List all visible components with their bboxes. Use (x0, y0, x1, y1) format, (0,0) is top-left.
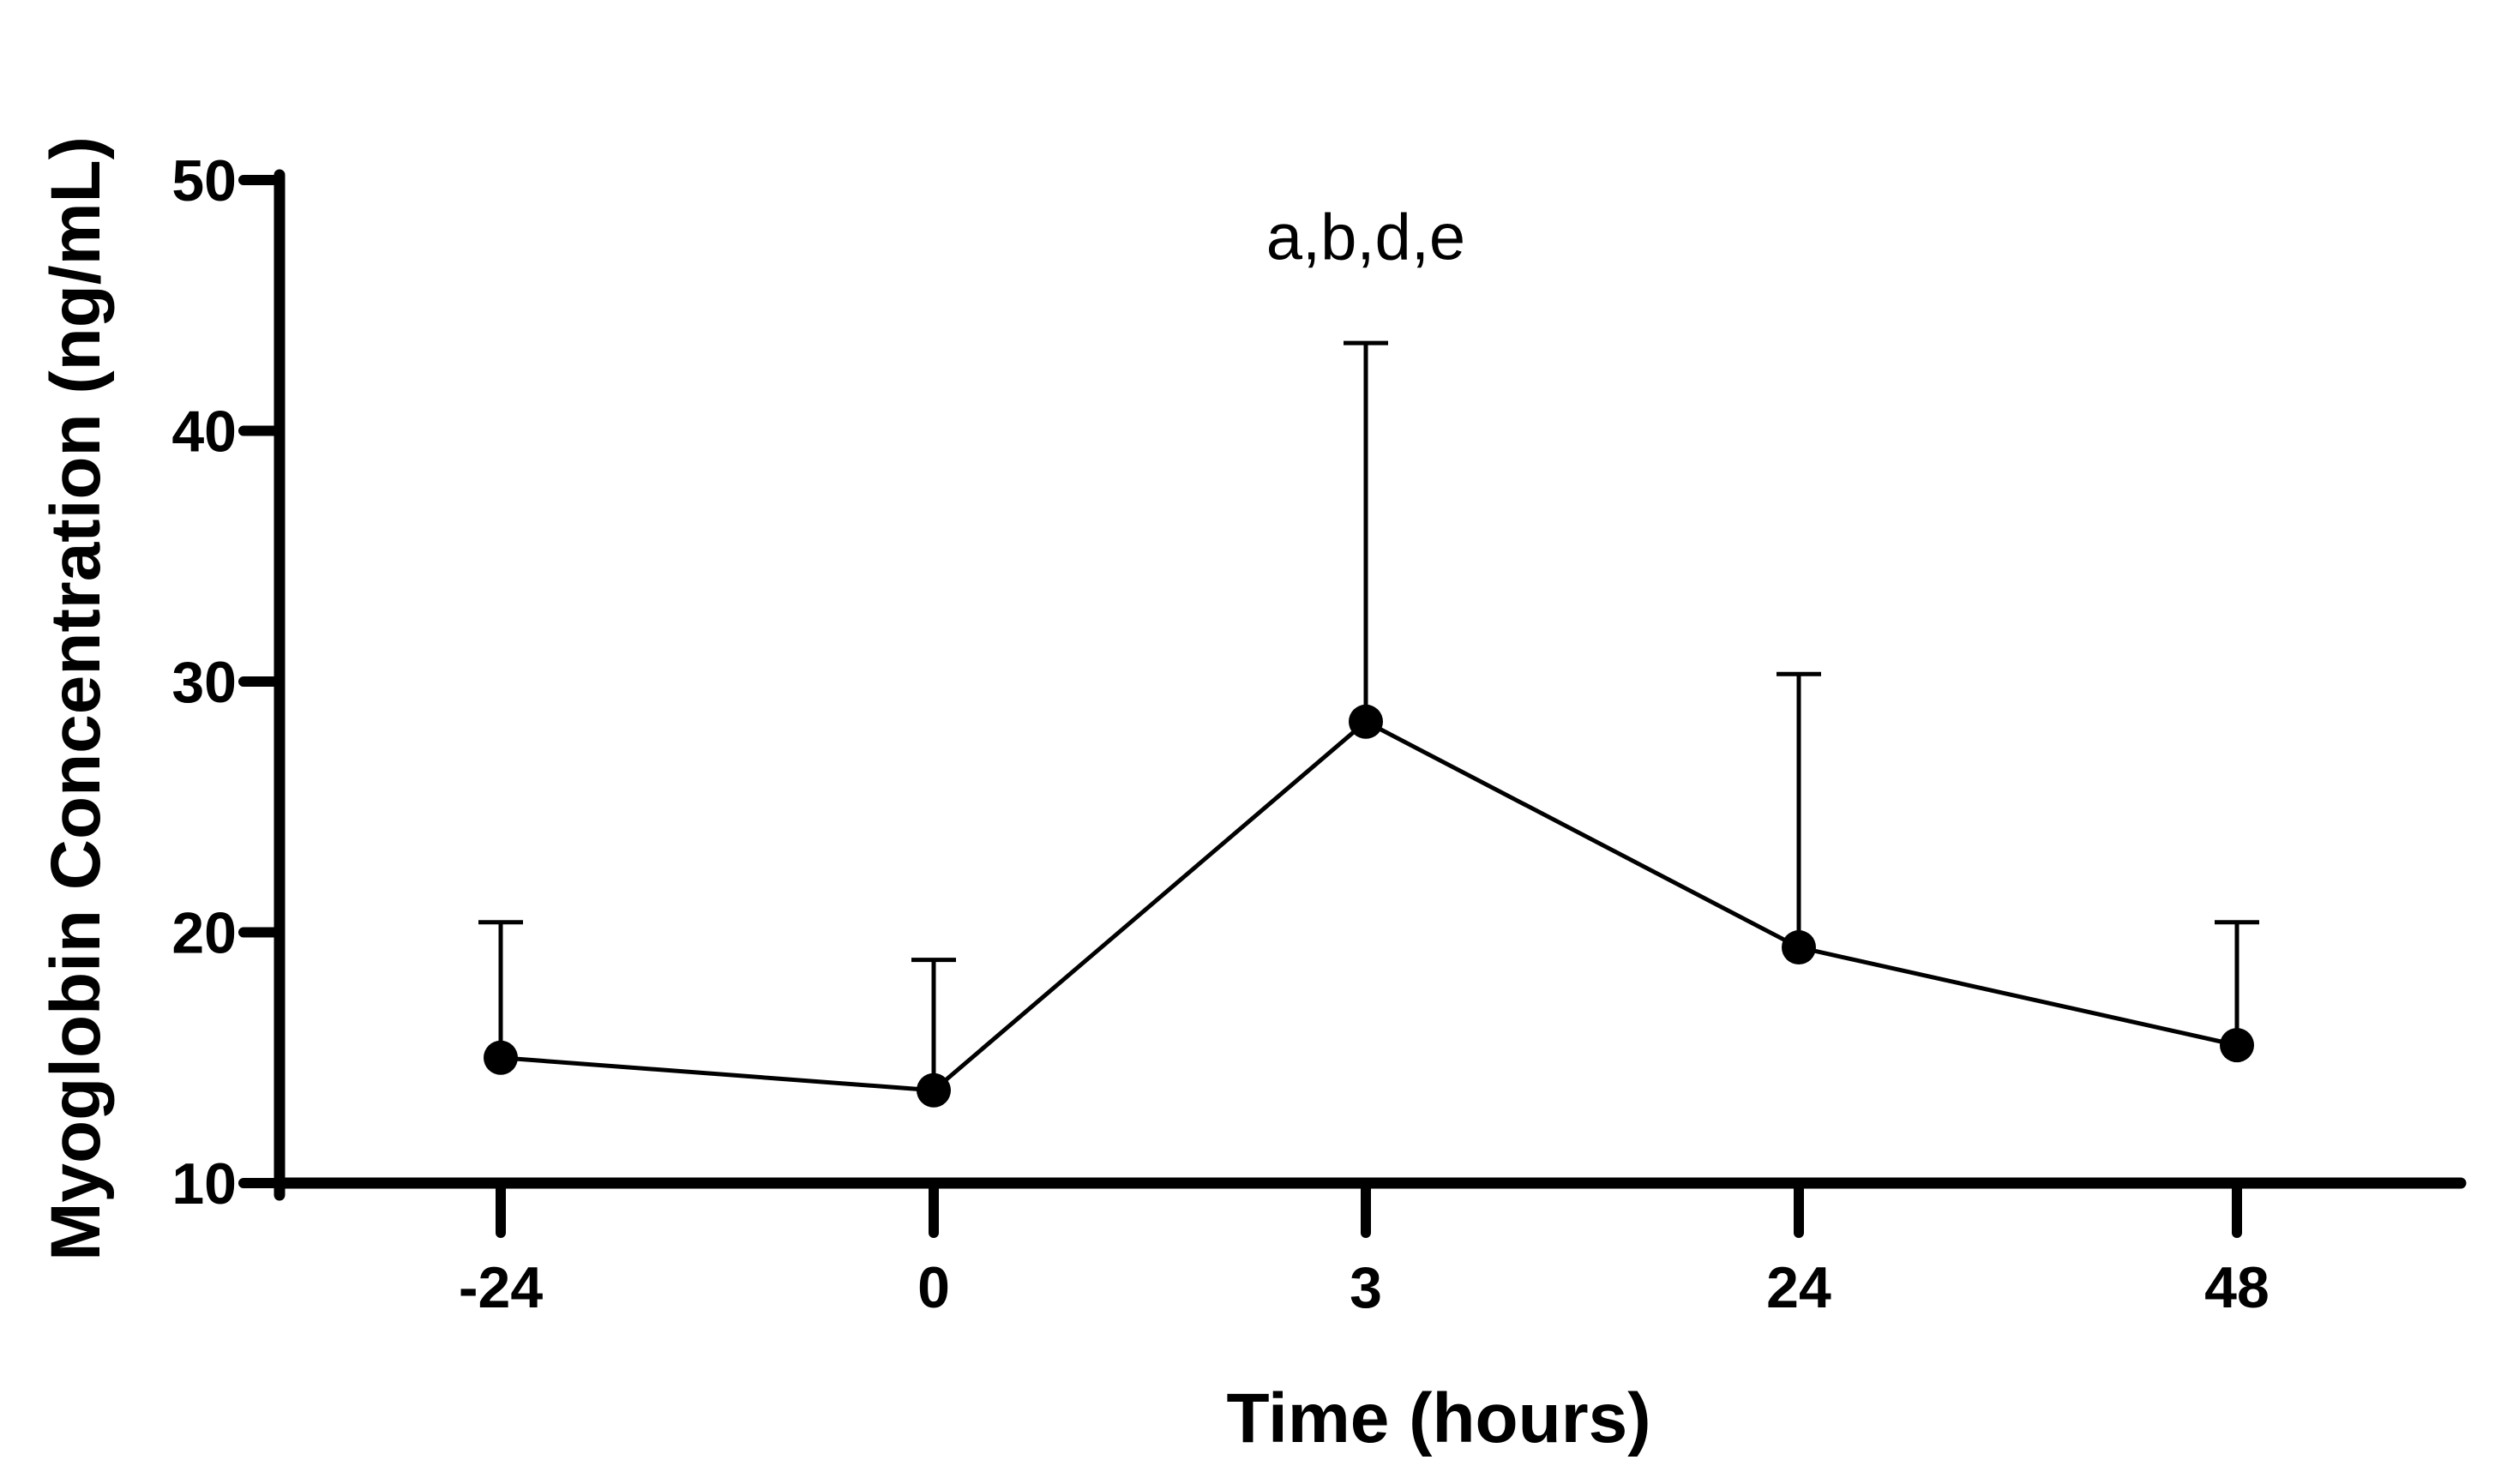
y-tick-label: 10 (171, 1151, 237, 1217)
y-tick-label: 30 (171, 650, 237, 715)
x-tick-label: 0 (917, 1255, 950, 1320)
y-axis-label: Myoglobin Concentration (ng/mL) (37, 136, 115, 1261)
series (484, 704, 2254, 1108)
data-point (1782, 930, 1816, 965)
x-tick-label: 48 (2204, 1255, 2270, 1320)
annotations: a,b,d,e (1266, 201, 1465, 273)
data-point (1349, 704, 1383, 739)
y-tick-label: 50 (171, 148, 237, 213)
x-axis-label: Time (hours) (1226, 1379, 1650, 1457)
x-tick-label: 24 (1766, 1255, 1831, 1320)
x-axis-ticks: -24 0 3 24 48 (459, 1178, 2270, 1320)
axes (274, 169, 2467, 1201)
x-tick-label: -24 (459, 1255, 543, 1320)
data-point (2220, 1028, 2254, 1063)
significance-annotation: a,b,d,e (1266, 201, 1465, 273)
data-point (484, 1040, 518, 1075)
data-point (917, 1072, 951, 1108)
y-tick-label: 20 (171, 901, 237, 966)
error-bars (478, 340, 2259, 1090)
x-tick-label: 3 (1350, 1255, 1382, 1320)
y-axis-ticks: 10 20 30 40 50 (171, 148, 285, 1217)
series-line (500, 718, 2238, 1093)
y-tick-label: 40 (171, 400, 237, 465)
